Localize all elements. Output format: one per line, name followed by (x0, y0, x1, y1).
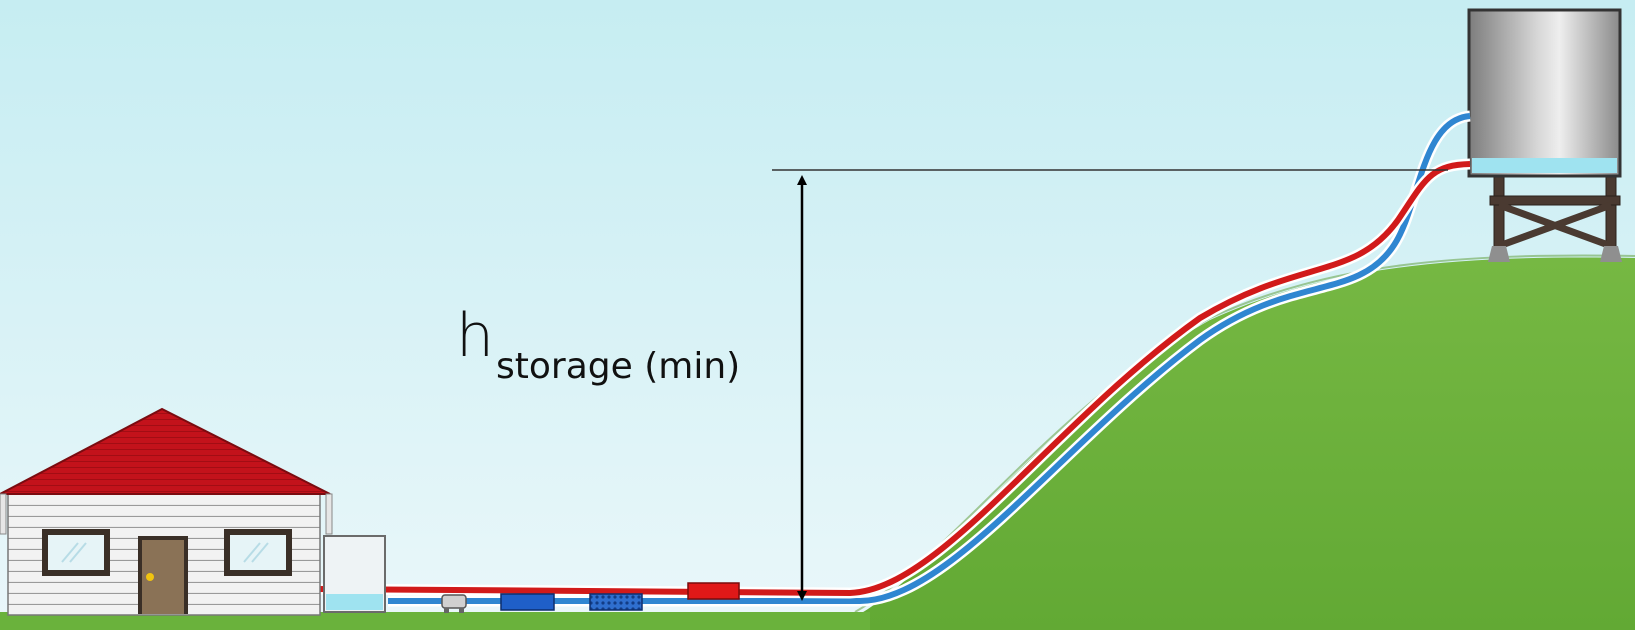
height-label: hstorage (min) (456, 306, 740, 385)
pump (441, 594, 467, 613)
ground-strip (0, 612, 870, 630)
mesh-filter (589, 593, 643, 611)
house-window-right (224, 529, 292, 576)
tank-water (1472, 158, 1617, 173)
hill (0, 257, 1635, 630)
house-door (138, 536, 188, 614)
blue-filter (500, 593, 555, 611)
elevated-storage-tank (1467, 8, 1622, 262)
house-window-left (42, 529, 110, 576)
break-tank (323, 535, 386, 613)
house (0, 407, 333, 616)
height-subscript: storage (min) (496, 346, 741, 387)
red-heater (687, 582, 740, 600)
red-return-pipe-core (317, 161, 1471, 597)
height-symbol: h (456, 301, 495, 371)
